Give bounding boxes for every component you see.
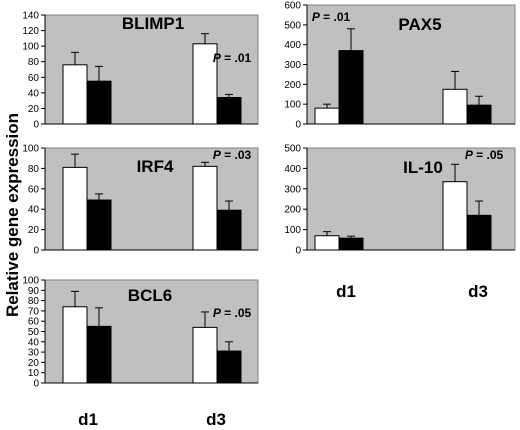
bar-irf4-d3-black	[216, 209, 242, 251]
p-value: = .01	[320, 10, 351, 24]
p-symbol: P	[213, 306, 222, 320]
chart-title-blimp1: BLIMP1	[122, 14, 184, 33]
bar-bcl6-d1-white	[62, 306, 88, 384]
ytick-label-pax5: 400	[284, 40, 301, 51]
bar-blimp1-d1-white	[62, 64, 88, 125]
ytick-label-bcl6: 40	[28, 337, 40, 348]
ytick-label-il-10: 300	[284, 184, 301, 195]
ytick-label-il-10: 200	[284, 205, 301, 216]
bar-pax5-d1-black	[338, 50, 364, 125]
p-value-label-irf4: P = .03	[213, 148, 252, 162]
bar-pax5-d1-white	[314, 107, 340, 125]
p-symbol: P	[465, 148, 474, 162]
ytick-label-bcl6: 90	[28, 286, 40, 297]
ytick-label-il-10: 100	[284, 225, 301, 236]
p-value: = .05	[221, 306, 252, 320]
bar-il-10-d3-black	[466, 214, 492, 251]
ytick-label-irf4: 40	[28, 205, 40, 216]
p-value-label-il-10: P = .05	[465, 148, 504, 162]
ytick-label-pax5: 0	[295, 120, 301, 131]
bar-blimp1-d1-black	[86, 80, 112, 125]
ytick-label-bcl6: 70	[28, 306, 40, 317]
ytick-label-blimp1: 40	[28, 88, 40, 99]
x-label-bottom-right-d3: d3	[468, 282, 488, 301]
chart-title-bcl6: BCL6	[128, 286, 172, 305]
ytick-label-pax5: 300	[284, 60, 301, 71]
x-label-bottom-right-d1: d1	[336, 282, 356, 301]
ytick-label-bcl6: 60	[28, 317, 40, 328]
ytick-label-blimp1: 140	[22, 11, 39, 22]
panel-blimp1: 0 20 40 60 80 100 120 140 BLIMP1 P = .01	[22, 11, 259, 131]
p-value: = .05	[473, 148, 504, 162]
ytick-label-bcl6: 100	[22, 276, 39, 287]
bar-pax5-d3-white	[442, 88, 468, 125]
chart-title-irf4: IRF4	[137, 157, 174, 176]
bar-blimp1-d3-white	[192, 43, 218, 125]
p-value-label-blimp1: P = .01	[213, 51, 252, 65]
p-symbol: P	[312, 10, 321, 24]
ytick-label-bcl6: 10	[28, 368, 40, 379]
ytick-label-il-10: 0	[295, 246, 301, 257]
p-symbol: P	[213, 148, 222, 162]
x-label-bottom-left-d3: d3	[206, 410, 226, 429]
ytick-label-irf4: 100	[22, 144, 39, 155]
ytick-label-il-10: 500	[284, 144, 301, 155]
p-value-label-pax5: P = .01	[312, 10, 351, 24]
p-value: = .01	[221, 51, 252, 65]
bar-pax5-d3-black	[466, 104, 492, 125]
panel-pax5: 0 100 200 300 400 500 600 PAX5 P = .01	[284, 1, 516, 131]
panel-irf4: 0 20 40 60 80 100 IRF4 P = .03	[22, 144, 259, 257]
ytick-label-blimp1: 120	[22, 26, 39, 37]
bar-bcl6-d3-black	[216, 350, 242, 384]
bar-blimp1-d3-black	[216, 97, 242, 125]
bar-irf4-d1-black	[86, 199, 112, 251]
p-value: = .03	[221, 148, 252, 162]
ytick-label-pax5: 500	[284, 20, 301, 31]
ytick-label-irf4: 20	[28, 225, 40, 236]
ytick-label-blimp1: 60	[28, 73, 40, 84]
bar-irf4-d3-white	[192, 165, 218, 251]
ytick-label-bcl6: 30	[28, 348, 40, 359]
ytick-label-pax5: 600	[284, 1, 301, 12]
ytick-label-pax5: 200	[284, 80, 301, 91]
ytick-label-bcl6: 0	[33, 379, 39, 390]
ytick-label-irf4: 0	[33, 246, 39, 257]
ytick-label-bcl6: 80	[28, 296, 40, 307]
p-value-label-bcl6: P = .05	[213, 306, 252, 320]
chart-title-pax5: PAX5	[398, 15, 441, 34]
bar-irf4-d1-white	[62, 166, 88, 251]
ytick-label-pax5: 100	[284, 100, 301, 111]
ytick-label-bcl6: 20	[28, 358, 40, 369]
ytick-label-irf4: 80	[28, 164, 40, 175]
ytick-label-blimp1: 100	[22, 42, 39, 53]
panel-il-10: 0 100 200 300 400 500 IL-10 P = .05	[284, 144, 516, 257]
ytick-label-blimp1: 20	[28, 104, 40, 115]
ytick-label-irf4: 60	[28, 184, 40, 195]
bar-bcl6-d1-black	[86, 325, 112, 384]
bar-il-10-d3-white	[442, 181, 468, 251]
ytick-label-bcl6: 50	[28, 327, 40, 338]
ytick-label-blimp1: 80	[28, 57, 40, 68]
y-axis-label: Relative gene expression	[3, 113, 22, 317]
ytick-label-blimp1: 0	[33, 120, 39, 131]
bar-il-10-d1-black	[338, 237, 364, 251]
ytick-label-il-10: 400	[284, 164, 301, 175]
bar-bcl6-d3-white	[192, 326, 218, 384]
bar-il-10-d1-white	[314, 235, 340, 251]
chart-title-il-10: IL-10	[403, 158, 443, 177]
x-label-bottom-left-d1: d1	[78, 410, 98, 429]
p-symbol: P	[213, 51, 222, 65]
